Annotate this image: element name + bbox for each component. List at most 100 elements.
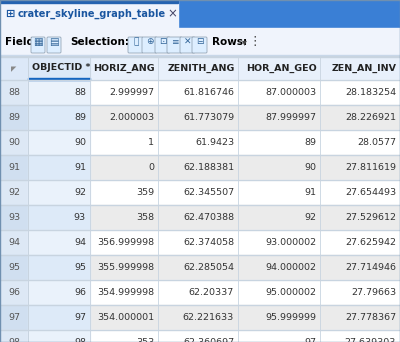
Text: 1: 1: [148, 138, 154, 147]
Text: Field:: Field:: [5, 37, 38, 47]
Text: 27.79663: 27.79663: [351, 288, 396, 297]
Text: 88: 88: [74, 88, 86, 97]
Text: 62.360697: 62.360697: [183, 338, 234, 342]
Bar: [28, 280, 90, 305]
Bar: [0, 28, 400, 56]
Bar: [28, 105, 90, 130]
Text: 62.188381: 62.188381: [183, 163, 234, 172]
Bar: [0, 255, 28, 280]
Text: 97: 97: [8, 313, 20, 322]
Bar: [28, 180, 90, 205]
Bar: [0, 80, 28, 105]
Text: 61.816746: 61.816746: [183, 88, 234, 97]
Bar: [0, 180, 400, 205]
Bar: [0, 0, 178, 28]
Bar: [28, 78, 90, 80]
Text: 95: 95: [8, 263, 20, 272]
Text: 354.000001: 354.000001: [97, 313, 154, 322]
Bar: [0, 230, 28, 255]
Text: 355.999998: 355.999998: [97, 263, 154, 272]
FancyBboxPatch shape: [155, 37, 170, 53]
FancyBboxPatch shape: [192, 37, 207, 53]
Text: OBJECTID *: OBJECTID *: [32, 64, 90, 73]
Text: 61.773079: 61.773079: [183, 113, 234, 122]
Bar: [0, 205, 400, 230]
FancyBboxPatch shape: [31, 37, 45, 53]
Text: 0: 0: [148, 163, 154, 172]
Text: 2.999997: 2.999997: [109, 88, 154, 97]
Bar: [0, 130, 400, 155]
Text: 62.345507: 62.345507: [183, 188, 234, 197]
Text: 354.999998: 354.999998: [97, 288, 154, 297]
Text: 62.20337: 62.20337: [189, 288, 234, 297]
Text: 98: 98: [8, 338, 20, 342]
Text: 89: 89: [304, 138, 316, 147]
Text: 93.000002: 93.000002: [265, 238, 316, 247]
Text: 62.221633: 62.221633: [183, 313, 234, 322]
Bar: [0, 254, 400, 255]
Bar: [0, 305, 28, 330]
Text: 27.529612: 27.529612: [345, 213, 396, 222]
Bar: [0, 280, 28, 305]
Text: 2.000003: 2.000003: [109, 113, 154, 122]
Text: 358: 358: [136, 213, 154, 222]
Text: Rows:: Rows:: [212, 37, 247, 47]
Bar: [0, 330, 28, 342]
Text: 353: 353: [136, 338, 154, 342]
Bar: [0, 155, 400, 180]
Bar: [0, 304, 400, 305]
Text: 88: 88: [8, 88, 20, 97]
Text: 91: 91: [304, 188, 316, 197]
Text: Selection:: Selection:: [70, 37, 129, 47]
FancyBboxPatch shape: [47, 37, 61, 53]
Text: ▤: ▤: [49, 37, 59, 47]
Bar: [0, 0, 178, 2]
Bar: [0, 55, 400, 56]
Bar: [28, 255, 90, 280]
Bar: [28, 130, 90, 155]
Text: crater_skyline_graph_table: crater_skyline_graph_table: [18, 9, 166, 19]
Text: 89: 89: [74, 113, 86, 122]
Text: ZEN_AN_INV: ZEN_AN_INV: [332, 63, 397, 73]
Text: 93: 93: [8, 213, 20, 222]
Text: ◤: ◤: [11, 66, 17, 72]
Text: ×: ×: [167, 8, 177, 21]
Text: 62.285054: 62.285054: [183, 263, 234, 272]
Text: 27.654493: 27.654493: [345, 188, 396, 197]
Text: 91: 91: [74, 163, 86, 172]
Text: 95.999999: 95.999999: [265, 313, 316, 322]
Text: 94: 94: [74, 238, 86, 247]
FancyBboxPatch shape: [128, 37, 143, 53]
Text: 97: 97: [304, 338, 316, 342]
Bar: [0, 80, 400, 105]
Text: 98: 98: [74, 338, 86, 342]
Bar: [0, 56, 400, 80]
Bar: [28, 56, 90, 80]
Text: 62.470388: 62.470388: [183, 213, 234, 222]
Text: ▦: ▦: [33, 37, 43, 47]
Bar: [0, 329, 400, 330]
Bar: [0, 155, 28, 180]
Bar: [28, 205, 90, 230]
Text: 28.226921: 28.226921: [345, 113, 396, 122]
Text: HOR_AN_GEO: HOR_AN_GEO: [246, 63, 317, 73]
Text: 87.999997: 87.999997: [265, 113, 316, 122]
Text: 92: 92: [8, 188, 20, 197]
Text: 91: 91: [8, 163, 20, 172]
Text: 62.374058: 62.374058: [183, 238, 234, 247]
Bar: [0, 280, 400, 305]
Text: 93: 93: [74, 213, 86, 222]
Bar: [28, 155, 90, 180]
Text: ⧉: ⧉: [133, 38, 139, 47]
Text: 90: 90: [8, 138, 20, 147]
Bar: [0, 105, 400, 130]
Text: 89: 89: [8, 113, 20, 122]
Bar: [0, 105, 28, 130]
Bar: [0, 130, 28, 155]
Bar: [0, 0, 400, 28]
Bar: [0, 255, 400, 280]
Text: ✕: ✕: [184, 38, 192, 47]
FancyBboxPatch shape: [180, 37, 195, 53]
Text: 27.778367: 27.778367: [345, 313, 396, 322]
Text: 94.000002: 94.000002: [265, 263, 316, 272]
